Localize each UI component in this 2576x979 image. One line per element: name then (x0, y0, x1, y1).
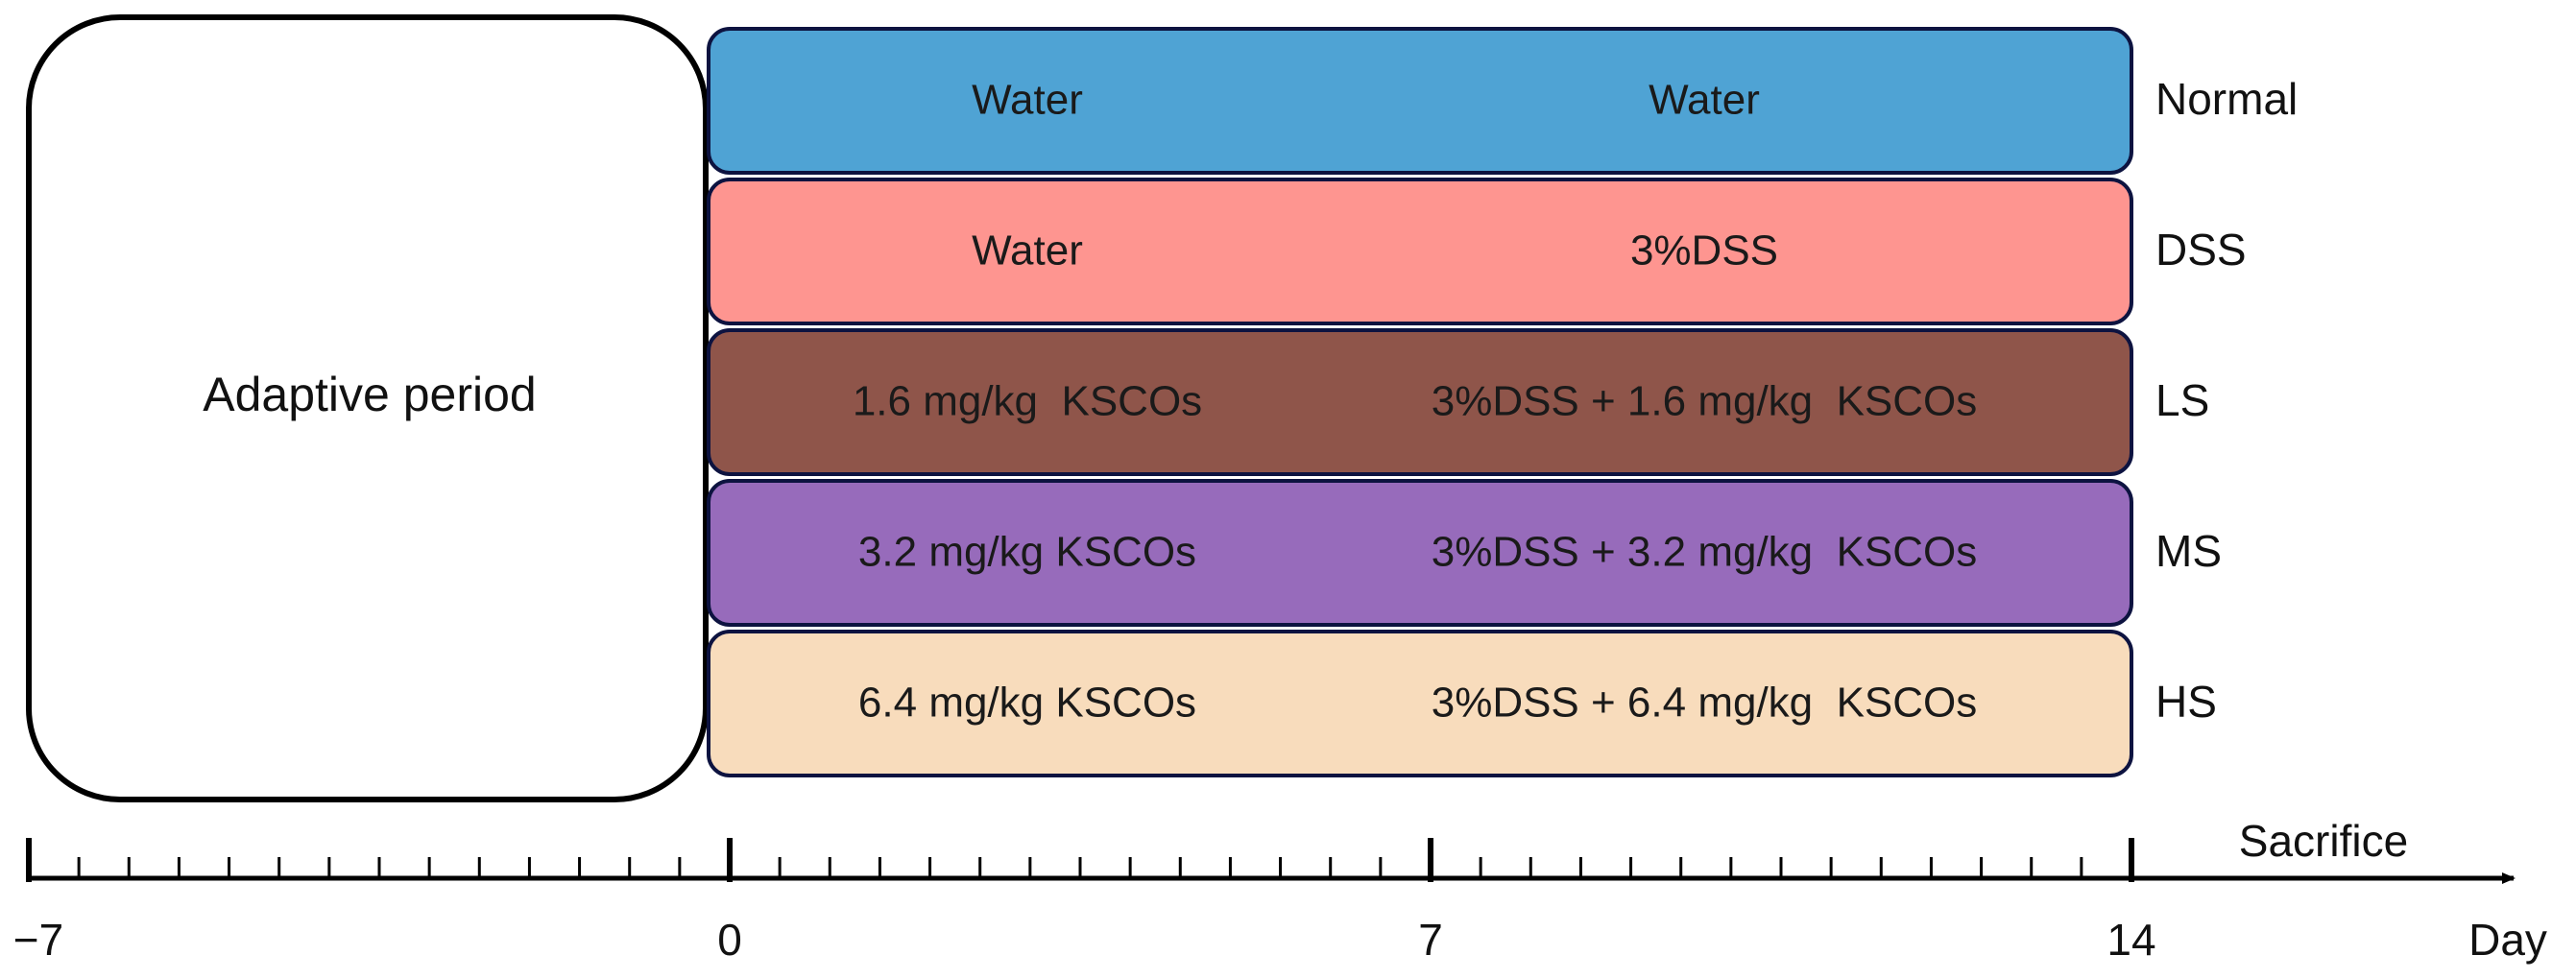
group-name-label: DSS (2155, 225, 2247, 275)
group-row-hs: 6.4 mg/kg KSCOs 3%DSS + 6.4 mg/kg KSCOs HS (707, 630, 2217, 777)
group-bar (707, 630, 2133, 777)
timeline-axis: Sacrifice Day −7 0 7 14 (13, 816, 2547, 965)
group-bar (707, 178, 2133, 325)
group-bar (707, 27, 2133, 175)
tick-label: 14 (2107, 915, 2155, 965)
phase2-treatment-label: 3%DSS + 6.4 mg/kg KSCOs (1432, 680, 1978, 727)
tick-label: 7 (1418, 915, 1443, 965)
phase2-treatment-label: Water (1649, 77, 1760, 124)
phase1-treatment-label: Water (972, 77, 1083, 124)
group-name-label: Normal (2155, 74, 2298, 124)
phase1-treatment-label: 6.4 mg/kg KSCOs (858, 680, 1196, 727)
adaptive-period-label: Adaptive period (203, 368, 536, 421)
phase2-treatment-label: 3%DSS (1630, 227, 1778, 275)
group-bar (707, 328, 2133, 476)
phase1-treatment-label: Water (972, 227, 1083, 275)
group-name-label: LS (2155, 375, 2209, 425)
group-name-label: MS (2155, 526, 2222, 576)
group-name-label: HS (2155, 677, 2217, 727)
phase1-treatment-label: 3.2 mg/kg KSCOs (858, 529, 1196, 576)
group-row-ms: 3.2 mg/kg KSCOs 3%DSS + 3.2 mg/kg KSCOs MS (707, 479, 2222, 627)
tick-label: 0 (717, 915, 742, 965)
group-row-ls: 1.6 mg/kg KSCOs 3%DSS + 1.6 mg/kg KSCOs LS (707, 328, 2209, 476)
tick-label: −7 (13, 915, 63, 965)
adaptive-period-block: Adaptive period (26, 14, 709, 802)
phase2-treatment-label: 3%DSS + 3.2 mg/kg KSCOs (1432, 529, 1978, 576)
phase1-treatment-label: 1.6 mg/kg KSCOs (853, 378, 1202, 425)
treatment-groups: Water Water Normal Water 3%DSS DSS 1.6 mg/kg K… (707, 27, 2298, 777)
adaptive-period-box (26, 14, 709, 802)
phase2-treatment-label: 3%DSS + 1.6 mg/kg KSCOs (1432, 378, 1978, 425)
group-row-dss: Water 3%DSS DSS (707, 178, 2247, 325)
group-bar (707, 479, 2133, 627)
sacrifice-label: Sacrifice (2239, 816, 2408, 866)
day-axis-label: Day (2468, 915, 2547, 965)
group-row-normal: Water Water Normal (707, 27, 2298, 175)
